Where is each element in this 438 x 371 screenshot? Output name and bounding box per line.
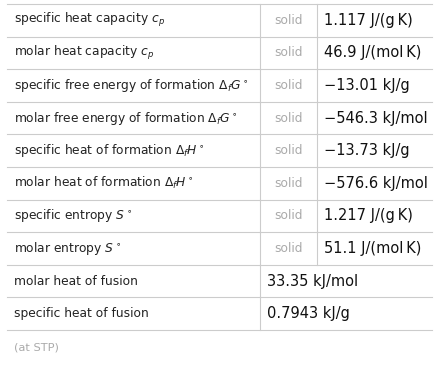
Text: specific free energy of formation $\Delta_f G^\circ$: specific free energy of formation $\Delt… <box>14 77 248 94</box>
Text: molar heat capacity $c_p$: molar heat capacity $c_p$ <box>14 44 154 62</box>
Text: −576.6 kJ/mol: −576.6 kJ/mol <box>324 176 427 191</box>
Text: specific heat capacity $c_p$: specific heat capacity $c_p$ <box>14 11 165 29</box>
Text: molar heat of formation $\Delta_f H^\circ$: molar heat of formation $\Delta_f H^\cir… <box>14 175 193 191</box>
Text: 46.9 J/(mol K): 46.9 J/(mol K) <box>324 45 420 60</box>
Text: solid: solid <box>274 177 302 190</box>
Text: solid: solid <box>274 242 302 255</box>
Text: molar free energy of formation $\Delta_f G^\circ$: molar free energy of formation $\Delta_f… <box>14 109 237 127</box>
Text: 0.7943 kJ/g: 0.7943 kJ/g <box>266 306 349 321</box>
Text: specific entropy $S^\circ$: specific entropy $S^\circ$ <box>14 207 132 224</box>
Text: (at STP): (at STP) <box>14 343 59 353</box>
Text: −13.73 kJ/g: −13.73 kJ/g <box>324 143 409 158</box>
Text: molar heat of fusion: molar heat of fusion <box>14 275 138 288</box>
Text: solid: solid <box>274 209 302 222</box>
Text: 33.35 kJ/mol: 33.35 kJ/mol <box>266 273 357 289</box>
Text: solid: solid <box>274 79 302 92</box>
Text: 1.217 J/(g K): 1.217 J/(g K) <box>324 209 412 223</box>
Text: solid: solid <box>274 46 302 59</box>
Text: solid: solid <box>274 14 302 27</box>
Text: molar entropy $S^\circ$: molar entropy $S^\circ$ <box>14 240 121 257</box>
Text: 1.117 J/(g K): 1.117 J/(g K) <box>324 13 412 28</box>
Text: 51.1 J/(mol K): 51.1 J/(mol K) <box>324 241 420 256</box>
Text: −546.3 kJ/mol: −546.3 kJ/mol <box>324 111 427 126</box>
Text: specific heat of formation $\Delta_f H^\circ$: specific heat of formation $\Delta_f H^\… <box>14 142 204 159</box>
Text: −13.01 kJ/g: −13.01 kJ/g <box>324 78 409 93</box>
Text: specific heat of fusion: specific heat of fusion <box>14 307 148 320</box>
Text: solid: solid <box>274 144 302 157</box>
Text: solid: solid <box>274 112 302 125</box>
